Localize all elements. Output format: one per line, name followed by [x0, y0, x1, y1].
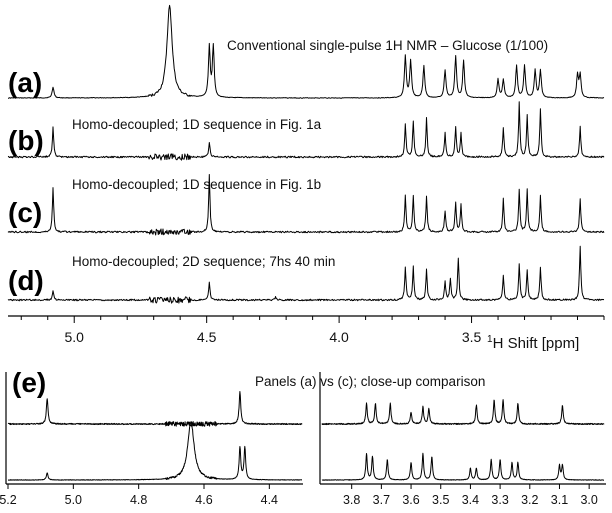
closeup-x-ticks: 5.2 5.0 4.8 4.6 4.4 3.8 3.7 3.6 3.5 3.4 3.3 3.2 3.1 3…: [0, 484, 598, 507]
spectrum-trace: [7, 245, 605, 304]
x-tick-label: 3.5: [462, 329, 482, 345]
x-tick-label: 4.0: [329, 329, 349, 345]
axis-title-text: H Shift [ppm]: [493, 335, 580, 352]
closeup-panel: 5.2 5.0 4.8 4.6 4.4 3.8 3.7 3.6 3.5 3.4 3.3 3.2 3.1 3…: [0, 372, 606, 507]
closeup-x-tick-label: 3.5: [432, 493, 449, 507]
caption-b: Homo-decoupled; 1D sequence in Fig. 1a: [72, 117, 322, 132]
closeup-x-tick-label: 4.6: [195, 493, 212, 507]
closeup-x-tick-label: 3.4: [462, 493, 479, 507]
closeup-x-tick-label: 3.1: [551, 493, 568, 507]
x-tick-label: 5.0: [64, 329, 84, 345]
closeup-x-tick-label: 3.3: [491, 493, 508, 507]
closeup-bottom-trace: [321, 452, 605, 481]
panel-label-e: (e): [12, 367, 46, 398]
spectrum-trace: [8, 4, 605, 99]
panel-label-b: (b): [8, 125, 44, 156]
caption-a: Conventional single-pulse 1H NMR – Gluco…: [227, 38, 548, 53]
x-tick-label: 4.5: [197, 329, 217, 345]
panel-label-d: (d): [8, 265, 44, 296]
caption-d: Homo-decoupled; 2D sequence; 7hs 40 min: [72, 254, 335, 269]
closeup-x-tick-label: 3.8: [343, 493, 360, 507]
main-x-ticks: 5.0 4.5 4.0 3.5: [20, 316, 605, 345]
closeup-x-tick-label: 5.0: [65, 493, 82, 507]
panel-label-a: (a): [8, 67, 42, 98]
main-x-axis-title: 1H Shift [ppm]: [487, 334, 579, 352]
closeup-top-trace: [321, 399, 605, 426]
closeup-x-tick-label: 3.2: [521, 493, 538, 507]
caption-c: Homo-decoupled; 1D sequence in Fig. 1b: [72, 177, 321, 192]
caption-e: Panels (a) vs (c); close-up comparison: [255, 374, 485, 389]
spectrum-trace: [7, 174, 605, 236]
main-spectra: [7, 4, 605, 304]
closeup-x-tick-label: 4.8: [130, 493, 147, 507]
closeup-x-tick-label: 3.0: [580, 493, 597, 507]
closeup-x-tick-label: 4.4: [261, 493, 278, 507]
closeup-bottom-trace: [7, 421, 303, 481]
spectrum-trace: [7, 101, 605, 161]
closeup-x-tick-label: 3.7: [373, 493, 390, 507]
closeup-top-trace: [7, 391, 303, 427]
closeup-x-tick-label: 5.2: [0, 493, 17, 507]
closeup-traces: [7, 391, 605, 481]
axis-title-superscript: 1: [487, 334, 493, 345]
closeup-x-tick-label: 3.6: [402, 493, 419, 507]
panel-label-c: (c): [8, 197, 42, 228]
